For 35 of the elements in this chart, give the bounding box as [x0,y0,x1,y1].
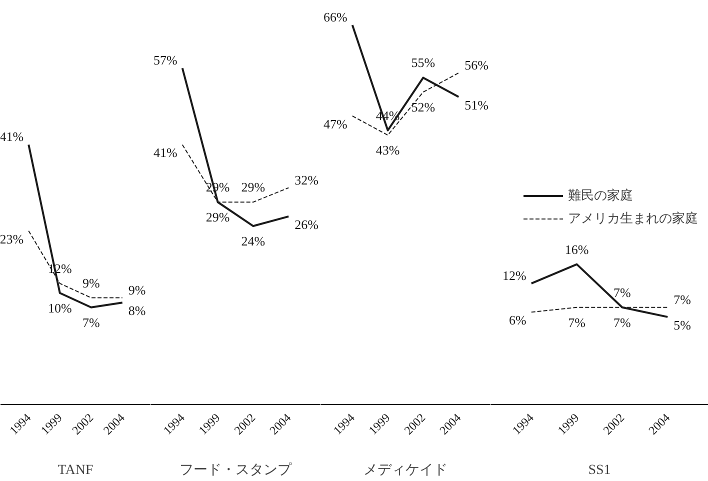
data-label: 16% [564,242,589,257]
data-label: 56% [464,57,489,72]
legend-label: 難民の家庭 [568,186,633,204]
data-label: 26% [294,216,319,232]
data-label: 9% [82,275,100,290]
legend-label: アメリカ生まれの家庭 [568,210,698,228]
data-label: 57% [154,52,178,68]
data-label: 55% [411,55,436,70]
data-label: 6% [509,312,527,328]
data-label: 23% [0,231,24,246]
data-label: 47% [324,116,348,132]
data-label: 41% [0,129,24,144]
x-axis-title: TANF [58,463,94,478]
data-label: 29% [206,210,230,225]
data-label: 12% [502,268,527,283]
data-label: 7% [674,292,692,307]
data-label: 8% [128,303,146,318]
data-label: 41% [154,145,178,160]
data-label: 66% [324,10,348,25]
data-label: 10% [48,300,72,316]
data-label: 7% [614,284,632,300]
data-label: 51% [464,97,489,112]
data-label: 5% [674,317,692,332]
data-label: 24% [241,234,266,249]
data-label: 7% [614,314,632,330]
data-label: 32% [294,172,319,188]
data-label: 29% [241,180,266,195]
x-axis-title: メディケイド [364,463,448,478]
data-label: 9% [128,282,146,298]
data-label: 7% [82,314,100,330]
data-label: 7% [568,314,586,330]
x-axis-title: SS1 [588,463,611,478]
data-label: 43% [376,142,400,158]
x-axis-title: フード・スタンプ [180,462,292,478]
data-label: 52% [411,100,436,115]
